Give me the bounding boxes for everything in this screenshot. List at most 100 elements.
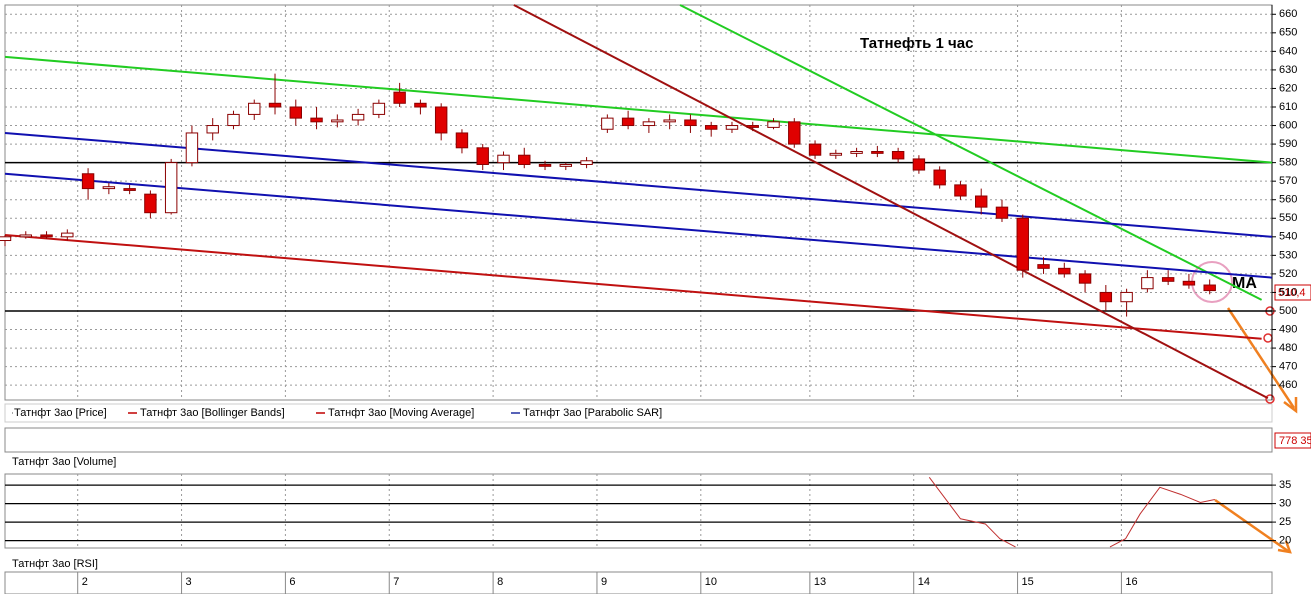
- y-tick-label: 530: [1279, 249, 1297, 261]
- x-tick-label: 6: [289, 576, 295, 588]
- x-tick-label: 16: [1125, 576, 1137, 588]
- x-tick-label: 8: [497, 576, 503, 588]
- candle-body: [268, 102, 282, 108]
- candle-body: [102, 186, 116, 190]
- candle-body: [185, 132, 199, 164]
- legend-label: Татнфт 3ао [Price]: [14, 407, 107, 419]
- candle-body: [0, 236, 12, 242]
- candle-body: [1078, 273, 1092, 284]
- y-tick-label: 620: [1279, 82, 1297, 94]
- legend-label: Татнфт 3ао [Bollinger Bands]: [140, 407, 285, 419]
- legend-label: Татнфт 3ао [Parabolic SAR]: [523, 407, 662, 419]
- trend-line: [4, 131, 1273, 238]
- trend-line: [4, 55, 1273, 164]
- candle-body: [788, 121, 801, 145]
- candle-body: [621, 117, 635, 127]
- volume-label: 778 35: [1279, 435, 1311, 447]
- arrow-head: [1283, 397, 1298, 414]
- candle-body: [663, 119, 676, 123]
- y-tick-label: 510: [1279, 286, 1297, 298]
- candle-body: [912, 158, 926, 171]
- candle-body: [1203, 284, 1216, 292]
- y-tick-label: 490: [1279, 323, 1297, 335]
- candle-body: [248, 102, 261, 115]
- y-tick-label: 500: [1279, 305, 1297, 317]
- candle-body: [1016, 217, 1029, 271]
- candle-body: [1037, 264, 1050, 269]
- annotation: МА: [1232, 275, 1257, 292]
- x-tick-label: 3: [186, 576, 192, 588]
- candle-body: [1161, 277, 1175, 282]
- candle-body: [310, 117, 323, 123]
- candle-body: [81, 173, 95, 190]
- y-tick-label: 590: [1279, 138, 1297, 150]
- candle-body: [144, 193, 157, 214]
- arrow-head: [1277, 540, 1292, 554]
- candle-body: [975, 195, 988, 208]
- candle-body: [372, 102, 386, 115]
- candle-body: [601, 117, 614, 130]
- candle-body: [518, 154, 531, 165]
- candle-body: [164, 162, 178, 214]
- candle-body: [725, 125, 739, 130]
- y-tick-label: 25: [1279, 516, 1291, 528]
- legend-strip: [4, 403, 1273, 423]
- y-tick-label: 35: [1279, 479, 1291, 491]
- candle-body: [351, 113, 365, 121]
- candle-body: [1058, 267, 1071, 275]
- date-axis-frame: [4, 571, 1273, 594]
- candle-body: [808, 143, 822, 156]
- y-tick-label: 650: [1279, 27, 1297, 39]
- volume-frame: [4, 427, 1273, 453]
- rsi-line: [928, 477, 1215, 548]
- candle-body: [414, 102, 427, 108]
- trend-line: [679, 4, 1263, 301]
- candle-body: [684, 119, 697, 127]
- x-tick-label: 7: [393, 576, 399, 588]
- x-tick-label: 9: [601, 576, 607, 588]
- candle-body: [850, 151, 863, 154]
- rsi-frame: [4, 473, 1273, 549]
- candle-body: [1182, 280, 1196, 286]
- candle-body: [1120, 291, 1133, 303]
- y-tick-label: 460: [1279, 379, 1297, 391]
- y-tick-label: 640: [1279, 45, 1297, 57]
- candle-body: [767, 121, 780, 128]
- candle-body: [497, 154, 510, 164]
- candle-body: [40, 234, 53, 238]
- x-tick-label: 14: [918, 576, 930, 588]
- candle-body: [746, 125, 759, 128]
- volume-label-box: [1274, 432, 1311, 449]
- y-tick-label: 610: [1279, 101, 1297, 113]
- candle-body: [642, 121, 656, 127]
- candle-body: [995, 206, 1009, 219]
- x-tick-label: 15: [1022, 576, 1034, 588]
- y-tick-label: 560: [1279, 194, 1297, 206]
- candle-body: [206, 125, 219, 134]
- arrow: [1214, 498, 1289, 553]
- y-tick-label: 540: [1279, 231, 1297, 243]
- candle-body: [61, 232, 74, 238]
- chart-title: Татнефть 1 час: [860, 35, 973, 52]
- candle-body: [1141, 277, 1154, 290]
- candle-body: [829, 152, 843, 156]
- candle-body: [580, 160, 593, 165]
- x-tick-label: 2: [82, 576, 88, 588]
- y-tick-label: 470: [1279, 361, 1297, 373]
- end-marker: [1265, 394, 1275, 404]
- y-tick-label: 20: [1279, 535, 1291, 547]
- candle-body: [19, 234, 32, 238]
- arrow: [1226, 307, 1296, 409]
- candle-body: [289, 106, 302, 119]
- y-tick-label: 580: [1279, 157, 1297, 169]
- y-tick-label: 550: [1279, 212, 1297, 224]
- candle-body: [476, 147, 489, 165]
- candle-body: [954, 184, 967, 197]
- legend-label: Татнфт 3ао [Moving Average]: [328, 407, 474, 419]
- candle-body: [1099, 291, 1113, 303]
- x-tick-label: 13: [814, 576, 826, 588]
- arrows: [1214, 307, 1298, 554]
- trend-line: [513, 4, 1269, 400]
